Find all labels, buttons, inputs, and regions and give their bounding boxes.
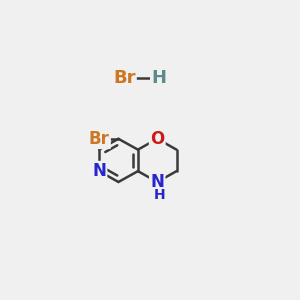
Text: H: H	[153, 188, 165, 202]
Text: O: O	[150, 130, 164, 148]
Text: N: N	[150, 173, 164, 191]
Text: H: H	[151, 69, 166, 87]
Text: Br: Br	[89, 130, 110, 148]
Text: N: N	[92, 162, 106, 180]
Text: Br: Br	[113, 69, 136, 87]
